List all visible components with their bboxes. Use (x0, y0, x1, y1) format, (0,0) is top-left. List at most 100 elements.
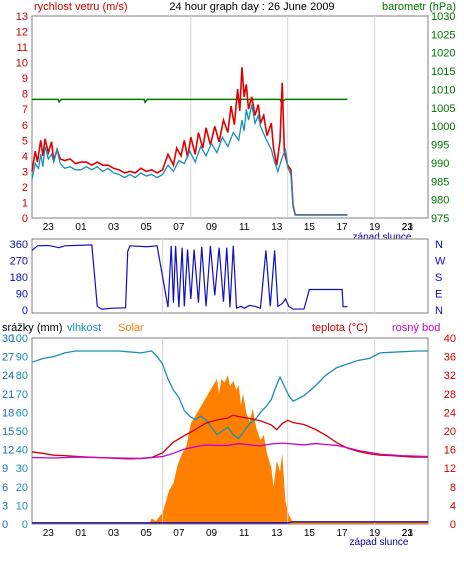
time-tick: 23 (402, 222, 414, 233)
rain-tick: 30 (2, 333, 14, 345)
time-tick: 23 (43, 528, 55, 539)
temperature-tick: 16 (444, 445, 456, 457)
wind-gust-line (31, 67, 348, 216)
wind-speed-tick: 8 (22, 89, 28, 101)
humidity-tick: 50 (16, 426, 28, 438)
wind-direction-line (31, 244, 348, 310)
wind-pressure-gridlines (190, 16, 376, 218)
humidity-tick: 10 (16, 500, 28, 512)
pressure-tick: 985 (431, 176, 449, 188)
compass-tick: W (435, 256, 446, 268)
climate-gridlines (162, 338, 376, 524)
solar-fill (32, 375, 428, 524)
time-tick: 23 (43, 222, 55, 233)
pressure-tick: 1000 (431, 121, 455, 133)
sunset-label-bottom: západ slunce (350, 537, 409, 548)
rain-tick: 6 (2, 482, 8, 494)
climate-panel: 0369121518212427300102030405060708090100… (2, 322, 456, 548)
time-tick: 07 (173, 222, 185, 233)
pressure-tick: 1020 (431, 48, 455, 60)
rain-tick: 12 (2, 445, 14, 457)
graph-title: 24 hour graph day : 26 June 2009 (169, 1, 334, 13)
dewpoint-label: rosný bod (392, 322, 440, 334)
pressure-tick: 1025 (431, 29, 455, 41)
rain-tick: 21 (2, 389, 14, 401)
wind-direction-axis: 0 90 180 270 360 (10, 239, 28, 317)
temperature-tick: 4 (450, 500, 456, 512)
wind-speed-tick: 3 (22, 166, 28, 178)
rain-tick: 9 (2, 463, 8, 475)
sunset-label: západ slunce (353, 232, 412, 243)
pressure-tick: 990 (431, 158, 449, 170)
temperature-tick: 0 (450, 519, 456, 531)
time-tick: 19 (369, 222, 381, 233)
humidity-label: vlhkost (67, 322, 101, 334)
wind-speed-tick: 7 (22, 104, 28, 116)
time-tick: 11 (239, 528, 250, 539)
wind-speed-tick: 0 (22, 213, 28, 225)
humidity-tick: 70 (16, 389, 28, 401)
humidity-tick: 100 (10, 333, 28, 345)
dewpoint-line (31, 442, 429, 460)
rain-tick: 27 (2, 352, 14, 364)
wind-speed-tick: 12 (16, 27, 28, 39)
time-tick: 09 (206, 528, 218, 539)
wind-speed-tick: 6 (22, 120, 28, 132)
temperature-tick: 28 (444, 389, 456, 401)
time-tick: 03 (108, 528, 120, 539)
temperature-tick: 40 (444, 333, 456, 345)
time-tick: 13 (271, 222, 283, 233)
temperature-tick: 24 (444, 407, 456, 419)
time-tick: 05 (141, 222, 153, 233)
time-tick: 13 (271, 528, 283, 539)
wind-direction-series (31, 244, 348, 310)
pressure-tick: 980 (431, 195, 449, 207)
compass-tick: S (435, 272, 442, 284)
compass-tick: N (435, 239, 443, 251)
wind-speed-tick: 5 (22, 135, 28, 147)
temperature-axis: 0 4 8 12 16 20 24 28 32 36 40 (444, 333, 456, 531)
rain-tick: 15 (2, 426, 14, 438)
temperature-tick: 12 (444, 463, 456, 475)
wind-speed-tick: 1 (22, 197, 28, 209)
wind-speed-label: rychlost vetru (m/s) (34, 1, 128, 13)
time-tick: 15 (304, 528, 316, 539)
humidity-tick: 20 (16, 482, 28, 494)
direction-tick: 360 (10, 239, 28, 251)
pressure-tick: 1030 (431, 11, 455, 23)
rain-tick: 3 (2, 500, 8, 512)
direction-tick: 0 (22, 305, 28, 317)
time-tick: 17 (336, 528, 348, 539)
rain-tick: 24 (2, 370, 14, 382)
time-tick: 11 (239, 222, 250, 233)
climate-series (31, 350, 429, 524)
humidity-tick: 80 (16, 370, 28, 382)
time-tick: 19 (369, 528, 381, 539)
rain-line (32, 521, 428, 524)
rain-tick: 18 (2, 407, 14, 419)
rain-tick: 0 (2, 519, 8, 531)
rain-humidity-axis: 0 3 6 9 12 15 18 21 24 27 30 0 10 20 30 40 50 60 70 80 90 100 (2, 333, 28, 531)
time-tick: 07 (173, 528, 185, 539)
solar-label: Solar (118, 322, 144, 334)
rain-label: srážky (mm) (2, 322, 63, 334)
direction-tick: 270 (10, 256, 28, 268)
time-tick: 01 (75, 528, 87, 539)
wind-speed-tick: 11 (17, 42, 28, 54)
time-tick: 21 (402, 528, 414, 539)
humidity-tick: 30 (16, 463, 28, 475)
wind-speed-tick: 10 (16, 58, 28, 70)
wind-pressure-series (31, 67, 348, 216)
time-tick: 23 (402, 528, 414, 539)
pressure-tick: 1005 (431, 103, 455, 115)
temperature-tick: 32 (444, 370, 456, 382)
pressure-tick: 1015 (431, 66, 455, 78)
direction-tick: 90 (16, 289, 28, 301)
time-tick: 03 (108, 222, 120, 233)
direction-tick: 180 (10, 272, 28, 284)
time-tick: 01 (75, 222, 87, 233)
